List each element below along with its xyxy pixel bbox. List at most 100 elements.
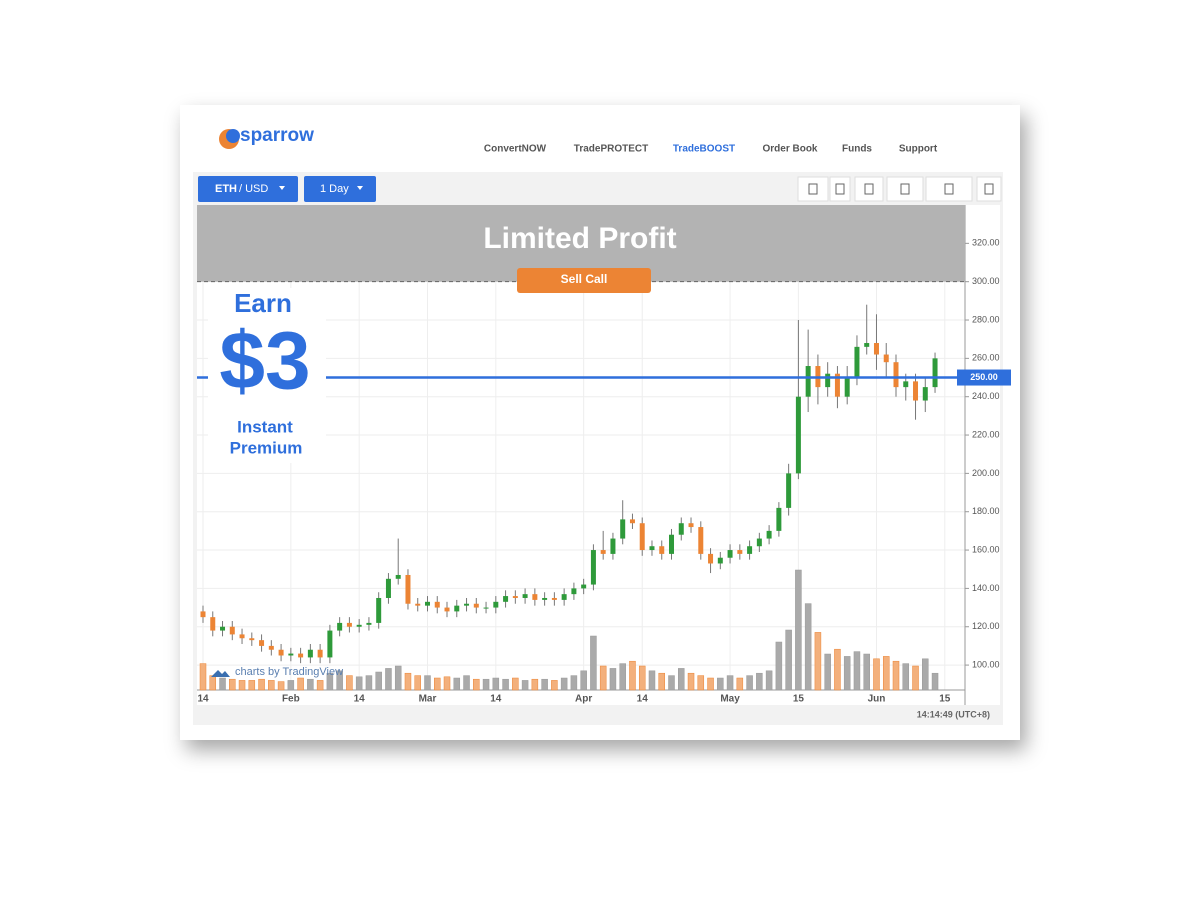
candle-body [366,622,372,625]
x-tick-label: 14 [197,694,209,705]
volume-bar [482,678,490,691]
tool-button-bg [829,176,851,202]
candle-body [327,630,333,658]
symbol-button-bg [198,176,298,202]
candle-body [532,594,538,600]
volume-bar [287,680,295,691]
tool-button[interactable] [976,176,1002,202]
candle-body [629,519,635,524]
candle-body [424,601,430,606]
volume-bar [346,675,353,691]
nav-item[interactable]: Funds [842,144,872,155]
tool-button[interactable] [925,176,973,202]
tool-button[interactable] [886,176,924,202]
sell-call-label: Sell Call [561,272,608,286]
promo-caption: Instant [237,417,293,436]
y-tick-label: 120.00 [972,621,1000,631]
nav-item[interactable]: TradePROTECT [574,144,648,155]
candle-body [727,550,733,558]
watermark: charts by TradingView [235,666,343,678]
candle-body [278,649,284,656]
candle-body [493,601,499,608]
candle-body [825,373,831,388]
candle-body [405,574,411,604]
symbol-button[interactable]: ETH / USD [198,176,298,202]
promo-earn: Earn [234,288,292,318]
tool-button[interactable] [797,176,829,202]
tool-button[interactable] [829,176,851,202]
nav-item[interactable]: Order Book [762,144,817,155]
volume-bar [443,676,451,691]
symbol-label: ETH / USD [215,183,268,195]
candle-body [288,653,294,656]
tool-icon [835,183,845,195]
candle-body [610,538,616,554]
dropdown-arrow [279,186,285,190]
y-tick-label: 220.00 [972,429,1000,439]
volume-bar [746,675,753,691]
candle-body [337,622,343,631]
volume-bar [531,678,539,691]
interval-button[interactable]: 1 Day [304,176,376,202]
volume-bar [560,677,568,691]
volume-bar [814,632,822,691]
symbol: ETH [215,183,237,195]
tool-button-bg [976,176,1002,202]
volume-bar [619,663,626,691]
candle-body [356,624,362,627]
nav-item[interactable]: TradeBOOST [673,144,735,155]
tv-logo [211,670,230,677]
candle-body [922,387,928,401]
x-tick-label: 15 [939,694,951,705]
candle-body [307,649,313,658]
tool-icon [808,183,818,195]
candle-body [522,594,528,598]
nav-item[interactable]: Support [899,144,938,155]
volume-bar [453,677,461,691]
candle-body [805,366,811,397]
candle-body [688,523,694,528]
volume-bar [229,678,236,691]
y-tick-label: 280.00 [972,314,1000,324]
candle-body [551,597,557,600]
candle-body [385,578,391,598]
sell-call-button[interactable]: Sell Call [517,268,651,293]
volume-bar [931,672,939,691]
volume-bar [277,681,285,691]
candle-body [454,605,460,612]
tool-button[interactable] [854,176,884,202]
candle-body [766,530,772,539]
volume-bar [863,653,870,691]
volume-bar [892,660,900,691]
volume-bar [795,569,802,691]
candle-body [200,611,206,618]
candle-body [854,346,860,378]
volume-bar [404,672,412,691]
candle-body [346,622,352,627]
dropdown-arrow [357,186,363,190]
candle-body [220,626,226,631]
volume-bar [434,677,441,691]
volume-bar [687,672,695,691]
volume-bar [599,665,607,691]
promo-bg [208,288,326,463]
candle-body [747,546,753,554]
volume-bar [756,672,763,691]
candle-body [298,653,304,658]
x-tick-label: 15 [793,694,805,705]
x-tick-label: 14 [354,694,366,705]
interval-button-bg [304,176,376,202]
tool-button-bg [854,176,884,202]
interval-label: 1 Day [320,183,349,195]
candle-body [913,381,919,401]
volume-bar [219,677,226,691]
candle-body [737,550,743,554]
tool-button-bg [797,176,829,202]
volume-bar [248,680,256,691]
candle-body [415,603,421,606]
candle-body [795,396,801,474]
volume-bar [375,671,382,691]
volume-bar [638,665,646,691]
nav-item[interactable]: ConvertNOW [484,144,547,155]
